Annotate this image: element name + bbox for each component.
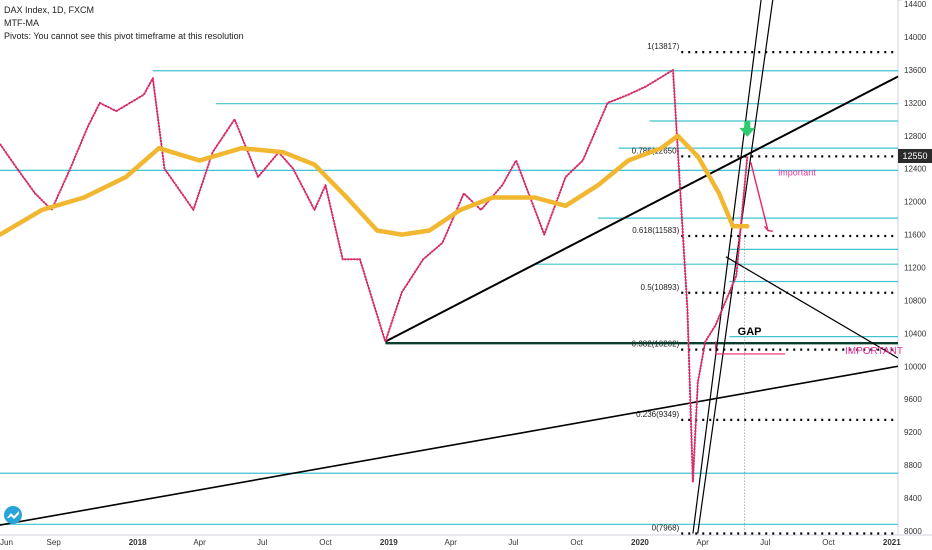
y-tick-label: 10400 [904,329,927,338]
x-tick-label: 2020 [631,538,649,547]
y-tick-label: 10800 [904,296,927,305]
x-tick-label: 2021 [883,538,901,547]
fibonacci-levels-layer: 1(13817)0.786(12650)0.618(11583)0.5(1089… [632,42,898,535]
annotation-label: IMPORTANT [845,346,903,357]
green-down-arrow-head [739,127,756,137]
moving-average-line [0,133,750,237]
fibonacci-label: 0.236(9349) [636,410,679,419]
y-tick-label: 13200 [904,99,927,108]
x-tick-label: Sep [47,538,62,547]
green-down-arrow-icon [744,120,751,129]
x-tick-label: Jun [0,538,13,547]
fan-trendline [697,0,774,534]
fibonacci-label: 0(7968) [652,524,680,533]
rising-trendline [384,75,899,343]
price-line [0,69,749,483]
x-tick-label: 2019 [380,538,398,547]
x-tick-label: Jul [257,538,267,547]
x-tick-label: Jul [760,538,770,547]
x-tick-label: Apr [193,538,206,547]
x-tick-label: 2018 [129,538,147,547]
y-tick-label: 14400 [904,0,927,9]
trendlines-layer [0,0,899,535]
series-layer [0,69,750,483]
steep-trendline [692,0,762,534]
y-tick-label: 9200 [904,428,922,437]
y-tick-label: 12400 [904,165,927,174]
x-tick-label: Apr [444,538,457,547]
y-tick-label: 13600 [904,66,927,75]
legend-pivots-note: Pivots: You cannot see this pivot timefr… [4,31,244,41]
x-tick-label: Oct [822,538,835,547]
x-tick-label: Oct [570,538,583,547]
legend-title: DAX Index, 1D, FXCM [4,5,95,15]
fibonacci-label: 1(13817) [647,42,679,51]
y-tick-label: 14000 [904,33,927,42]
tradingview-logo-icon[interactable] [4,506,22,524]
red-arrow-head [763,225,773,232]
y-tick-label: 11200 [904,264,926,273]
annotation-marks-layer: important GAP IMPORTANT [738,120,903,357]
annotation-label: GAP [738,326,762,338]
red-arrow [750,161,769,231]
fibonacci-label: 0.5(10893) [641,283,680,292]
legend-indicator: MTF-MA [4,18,39,28]
long-trendline [0,365,899,526]
x-tick-label: Oct [319,538,332,547]
x-tick-label: Apr [696,538,709,547]
horizontal-levels-layer [0,70,898,525]
y-tick-label: 8000 [904,527,922,536]
y-tick-label: 11600 [904,231,926,240]
y-tick-label: 10000 [904,362,927,371]
x-axis: Jun Sep 2018 Apr Jul Oct 2019 Apr Jul Oct 2020 Apr J… [0,538,901,547]
y-tick-label: 8800 [904,461,922,470]
chart-legend: DAX Index, 1D, FXCM MTF-MA Pivots: You c… [4,4,244,43]
falling-trendline [725,256,899,359]
y-axis: 8000 8400 8800 9200 9600 10000 10400 10800 11200… [898,0,927,536]
y-tick-label: 8400 [904,494,922,503]
annotation-label: important [778,167,816,177]
fibonacci-label: 0.618(11583) [632,226,679,235]
current-price-tag: 12550 [898,149,932,164]
y-tick-label: 12000 [904,198,927,207]
y-tick-label: 9600 [904,395,922,404]
y-tick-label: 12800 [904,132,927,141]
x-tick-label: Jul [508,538,518,547]
